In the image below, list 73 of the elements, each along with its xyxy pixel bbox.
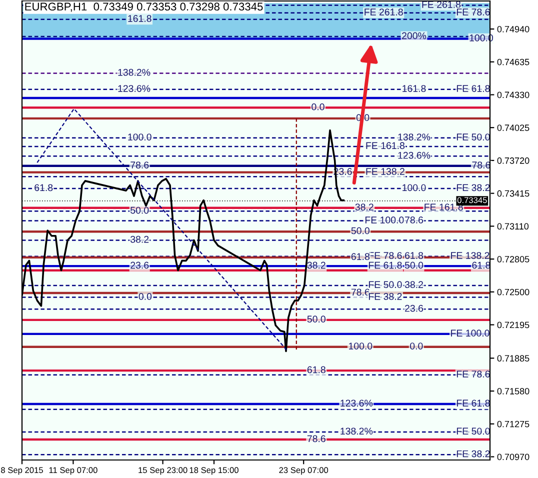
annotation: 38.2 <box>404 281 423 288</box>
y-tick-label: 0.73415 <box>497 190 530 197</box>
annotation: 50.0 <box>307 316 326 323</box>
annotation: FE 61.8 <box>368 262 402 269</box>
annotation: FE 138.2 <box>366 168 404 175</box>
annotation: FE 38.2 <box>456 184 490 192</box>
annotation: 100.0 <box>128 134 152 140</box>
x-tick-label: 15 Sep 23:00 <box>138 467 188 475</box>
annotation: 78.6 <box>405 216 424 224</box>
y-tick-label: 0.74025 <box>497 124 530 131</box>
annotation: 161.8 <box>402 85 426 92</box>
annotation: FE 50.0 <box>456 428 490 435</box>
chart-title: EURGBP,H1 0.73349 0.73353 0.73298 0.73345 <box>25 2 263 12</box>
y-tick-label: 0.74635 <box>497 58 530 66</box>
annotation: FE 100.0 <box>451 330 490 337</box>
annotation: 0.0 <box>410 342 423 350</box>
annotation: 61.8 <box>34 184 53 192</box>
y-tick-label: 0.74940 <box>497 26 530 32</box>
annotation: FE 50.0 <box>368 281 402 288</box>
annotation: 61.8 <box>405 252 424 259</box>
annotation: 123.6% <box>340 400 373 407</box>
annotation: 78.6 <box>351 288 370 296</box>
annotation: 61.8 <box>307 366 326 374</box>
annotation: 78.6 <box>472 162 490 168</box>
annotation: 138.2% <box>340 428 373 435</box>
y-tick-label: 0.72805 <box>497 256 530 262</box>
y-tick-label: 0.71275 <box>497 420 530 428</box>
y-tick-label: 0.72195 <box>497 322 530 328</box>
annotation: 50.0 <box>351 227 370 234</box>
annotation: FE 261.8 <box>364 8 403 16</box>
y-tick-label: 0.71885 <box>497 355 530 362</box>
annotation: FE 38.2 <box>456 450 490 458</box>
annotation: 0.0 <box>138 293 152 300</box>
annotation: FE 61.8 <box>456 85 490 92</box>
annotation: 161.8 <box>128 15 152 22</box>
annotation: 123.6% <box>118 85 150 92</box>
annotation: 50.0 <box>404 262 424 269</box>
annotation: 78.6 <box>307 435 326 442</box>
annotation: FE 61.8 <box>456 400 490 407</box>
ref-line-label: 0.73345 <box>457 197 487 204</box>
annotation: 38.2 <box>355 204 374 210</box>
annotation: 138.2% <box>398 134 430 140</box>
annotation: 138.2% <box>118 68 150 76</box>
annotation: FE 38.2 <box>368 293 402 300</box>
annotation: FE 100.0 <box>365 216 404 224</box>
annotation: 78.6 <box>130 162 149 168</box>
annotation: 23.6 <box>130 262 149 269</box>
annotation: 50.0 <box>130 206 149 214</box>
x-tick-label: 8 Sep 2015 <box>1 467 43 475</box>
annotation: 38.2 <box>130 236 149 243</box>
annotation: FE 50.0 <box>456 134 490 140</box>
annotation: 23.6 <box>405 304 424 312</box>
x-tick-label: 11 Sep 07:00 <box>49 467 98 475</box>
y-tick-label: 0.73110 <box>497 223 529 230</box>
y-tick-label: 0.71580 <box>497 388 530 394</box>
y-tick-label: 0.74330 <box>497 92 530 98</box>
annotation: 0.0 <box>312 103 324 110</box>
annotation: 100.0 <box>348 342 372 350</box>
x-tick-label: 23 Sep 07:00 <box>279 467 328 475</box>
annotation: 123.6% <box>398 152 430 159</box>
annotation: FE 78.6 <box>456 8 490 16</box>
y-tick-label: 0.72500 <box>497 288 530 296</box>
annotation: FE 138.2 <box>451 252 490 259</box>
annotation: FE 161.8 <box>366 142 405 150</box>
y-tick-label: 0.73720 <box>497 157 530 164</box>
annotation: 100.0 <box>402 184 426 192</box>
annotation: 200% <box>402 32 426 40</box>
y-tick-label: 0.70970 <box>497 454 530 460</box>
annotation: 38.2 <box>307 262 326 269</box>
annotation: FE 78.6 <box>456 370 490 378</box>
x-tick-label: 18 Sep 15:00 <box>190 467 238 475</box>
annotation: 61.8 <box>351 253 370 260</box>
annotation: FE 78.6 <box>368 252 402 259</box>
